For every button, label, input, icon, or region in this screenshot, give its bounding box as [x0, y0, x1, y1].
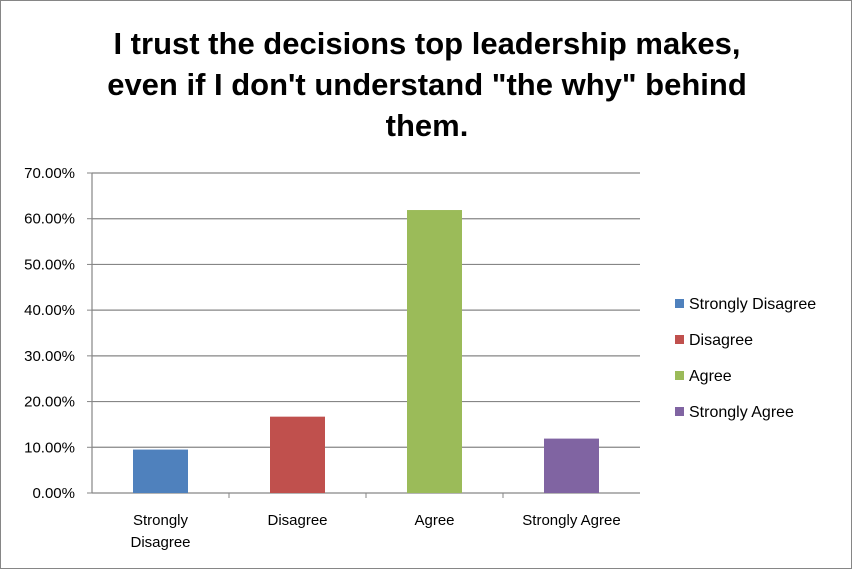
- legend-swatch: [675, 371, 684, 380]
- bar-strongly-disagree: [133, 449, 188, 493]
- legend-swatch: [675, 335, 684, 344]
- x-tick-label: Agree: [414, 512, 454, 529]
- y-tick-label: 20.00%: [24, 394, 75, 411]
- bar-agree: [407, 210, 462, 493]
- legend-swatch: [675, 299, 684, 308]
- chart-title: I trust the decisions top leadership mak…: [61, 23, 793, 146]
- y-tick-label: 50.00%: [24, 256, 75, 273]
- legend-label: Disagree: [689, 332, 753, 349]
- y-tick-label: 70.00%: [24, 165, 75, 182]
- y-tick-label: 0.00%: [32, 485, 75, 502]
- x-tick-label: Strongly: [133, 512, 189, 529]
- y-tick-label: 10.00%: [24, 439, 75, 456]
- chart-title-line-3: them.: [385, 108, 469, 143]
- bar-disagree: [270, 416, 325, 493]
- chart-title-line-1: I trust the decisions top leadership mak…: [113, 26, 741, 61]
- y-tick-label: 60.00%: [24, 211, 75, 228]
- legend-label: Strongly Disagree: [689, 296, 816, 313]
- y-tick-label: 30.00%: [24, 348, 75, 365]
- legend-label: Strongly Agree: [689, 404, 794, 421]
- x-tick-label: Strongly Agree: [522, 512, 620, 529]
- x-tick-label: Disagree: [267, 512, 327, 529]
- bar-strongly-agree: [544, 438, 599, 493]
- x-tick-label: Disagree: [130, 534, 190, 551]
- chart-title-line-2: even if I don't understand "the why" beh…: [107, 67, 747, 102]
- legend-swatch: [675, 407, 684, 416]
- y-tick-label: 40.00%: [24, 302, 75, 319]
- legend-label: Agree: [689, 368, 732, 385]
